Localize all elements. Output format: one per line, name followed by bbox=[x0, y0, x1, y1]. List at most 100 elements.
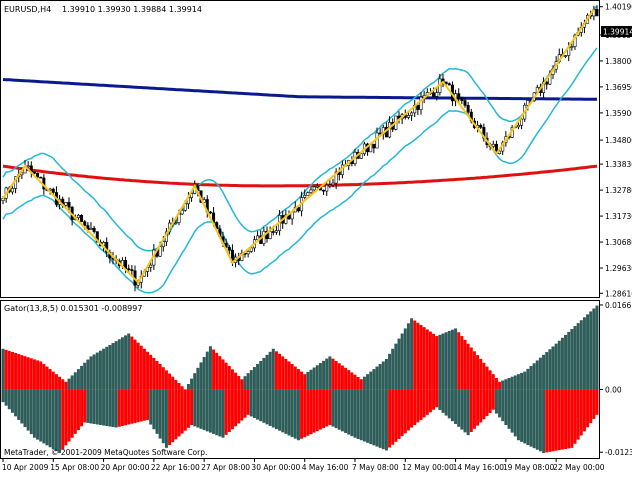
gator-lower-bar bbox=[551, 389, 555, 452]
gator-lower-bar bbox=[259, 389, 263, 422]
candle-body bbox=[444, 81, 448, 84]
gator-upper-bar bbox=[64, 381, 68, 390]
gator-lower-bar bbox=[86, 389, 90, 423]
gator-upper-bar bbox=[139, 345, 143, 390]
gator-upper-bar bbox=[237, 375, 241, 390]
gator-upper-bar bbox=[1, 348, 5, 390]
gator-upper-bar bbox=[111, 343, 115, 390]
gator-upper-bar bbox=[290, 364, 294, 390]
gator-upper-bar bbox=[564, 334, 568, 390]
gator-upper-bar bbox=[359, 379, 363, 390]
gator-lower-bar bbox=[372, 389, 376, 446]
gator-lower-bar bbox=[532, 389, 536, 449]
gator-lower-bar bbox=[516, 389, 520, 441]
time-axis: 10 Apr 2009 15 Apr 08:00 20 Apr 00:00 22 Ap… bbox=[2, 459, 605, 472]
gator-lower-bar bbox=[535, 389, 539, 450]
gator-lower-bar bbox=[325, 389, 329, 427]
gator-lower-bar bbox=[573, 389, 577, 444]
gator-lower-bar bbox=[199, 389, 203, 429]
gator-lower-bar bbox=[466, 389, 470, 436]
gator-upper-bar bbox=[120, 337, 124, 390]
gator-lower-bar bbox=[400, 389, 404, 437]
gator-upper-bar bbox=[413, 320, 417, 390]
gator-lower-bar bbox=[243, 389, 247, 418]
gator-upper-bar bbox=[337, 363, 341, 390]
gator-lower-bar bbox=[212, 389, 216, 434]
price-tick-label: 1.32780 bbox=[605, 186, 632, 195]
gator-lower-bar bbox=[114, 389, 118, 428]
gator-lower-bar bbox=[428, 389, 432, 413]
gator-upper-bar bbox=[136, 342, 140, 390]
gator-upper-bar bbox=[507, 377, 511, 390]
gator-lower-bar bbox=[488, 389, 492, 413]
gator-upper-bar bbox=[498, 381, 502, 390]
gator-lower-bar bbox=[362, 389, 366, 442]
gator-lower-bar bbox=[447, 389, 451, 419]
gator-upper-bar bbox=[548, 349, 552, 390]
gator-upper-bar bbox=[177, 383, 181, 390]
gator-tick-label: 0.016618 bbox=[605, 301, 632, 310]
time-tick-label: 14 May 16:00 bbox=[453, 463, 505, 472]
gator-upper-bar bbox=[146, 351, 150, 390]
gator-lower-bar bbox=[476, 389, 480, 426]
gator-lower-bar bbox=[564, 389, 568, 449]
gator-lower-bar bbox=[491, 389, 495, 410]
gator-lower-bar bbox=[127, 389, 131, 425]
price-tick-label: 1.31730 bbox=[605, 212, 632, 221]
gator-upper-bar bbox=[350, 372, 354, 390]
gator-upper-bar bbox=[488, 370, 492, 390]
time-tick-label: 15 Apr 08:00 bbox=[50, 463, 99, 472]
gator-upper-bar bbox=[425, 329, 429, 390]
time-tick-label: 22 May 00:00 bbox=[553, 463, 605, 472]
gator-upper-bar bbox=[234, 372, 238, 390]
gator-upper-bar bbox=[463, 339, 467, 390]
gator-upper-bar bbox=[215, 352, 219, 390]
gator-lower-bar bbox=[26, 389, 30, 431]
candle-body bbox=[520, 118, 524, 126]
gator-lower-bar bbox=[168, 389, 172, 446]
gator-lower-bar bbox=[39, 389, 43, 442]
candle-body bbox=[80, 214, 84, 222]
gator-upper-bar bbox=[10, 351, 14, 390]
gator-lower-bar bbox=[230, 389, 234, 430]
gator-lower-bar bbox=[70, 389, 74, 438]
gator-upper-bar bbox=[36, 360, 40, 390]
gator-upper-bar bbox=[501, 380, 505, 390]
gator-lower-bar bbox=[394, 389, 398, 442]
candle-body bbox=[406, 115, 410, 118]
price-axis: 1.401901.390501.380001.369501.359001.348… bbox=[600, 3, 632, 298]
gator-upper-bar bbox=[582, 317, 586, 390]
gator-lower-bar bbox=[193, 389, 197, 427]
candle-body bbox=[359, 153, 363, 159]
gator-lower-bar bbox=[410, 389, 414, 428]
gator-lower-bar bbox=[205, 389, 209, 432]
candle-body bbox=[208, 211, 212, 214]
gator-header: Gator(13,8,5) 0.015301 -0.008997 bbox=[4, 304, 142, 313]
gator-lower-bar bbox=[42, 389, 46, 444]
gator-upper-bar bbox=[416, 322, 420, 390]
gator-lower-bar bbox=[356, 389, 360, 439]
candle-body bbox=[180, 209, 184, 215]
gator-upper-bar bbox=[469, 347, 473, 390]
gator-lower-bar bbox=[139, 389, 143, 422]
gator-lower-bar bbox=[111, 389, 115, 428]
gator-upper-bar bbox=[344, 367, 348, 390]
gator-upper-bar bbox=[48, 369, 52, 390]
zigzag-line bbox=[2, 8, 595, 285]
gator-upper-bar bbox=[271, 348, 275, 390]
gator-upper-bar bbox=[51, 371, 55, 390]
gator-lower-bar bbox=[369, 389, 373, 445]
gator-upper-bar bbox=[193, 373, 197, 390]
gator-lower-bar bbox=[504, 389, 508, 425]
gator-upper-bar bbox=[199, 362, 203, 390]
gator-upper-bar bbox=[381, 361, 385, 390]
gator-lower-bar bbox=[397, 389, 401, 439]
gator-upper-bar bbox=[447, 330, 451, 390]
candle-body bbox=[36, 172, 40, 178]
price-tick-label: 1.30680 bbox=[605, 238, 632, 247]
candle-body bbox=[378, 132, 382, 135]
gator-lower-bar bbox=[83, 389, 87, 423]
gator-upper-bar bbox=[243, 376, 247, 390]
gator-lower-bar bbox=[557, 389, 561, 451]
gator-lower-bar bbox=[340, 389, 344, 432]
